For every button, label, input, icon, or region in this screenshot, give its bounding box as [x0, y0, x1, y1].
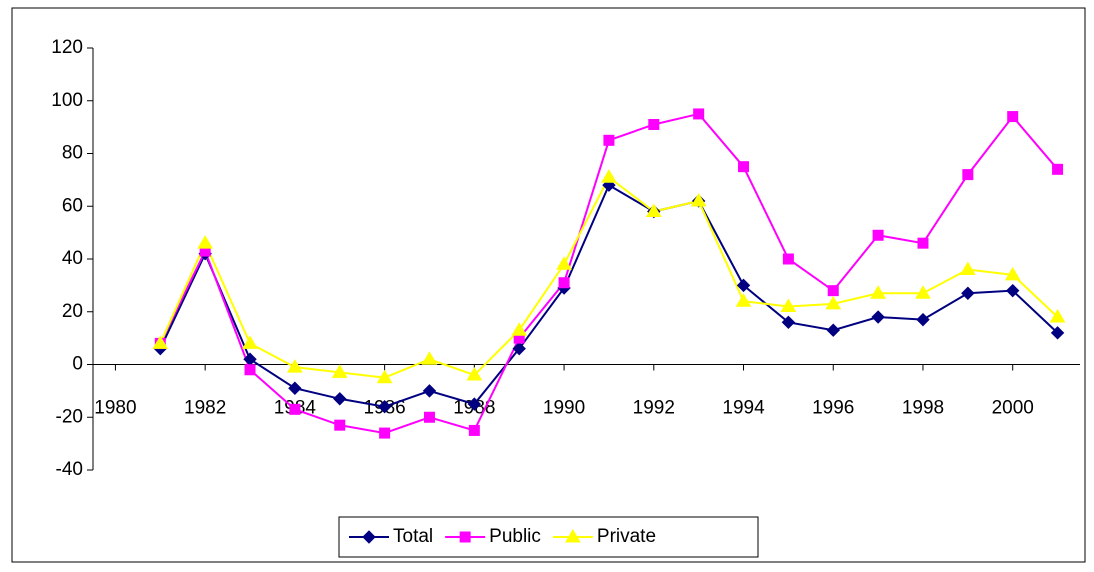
marker [827, 285, 839, 297]
marker [1052, 163, 1064, 175]
marker [961, 286, 975, 300]
marker [421, 351, 438, 365]
marker [334, 419, 346, 431]
marker [645, 203, 662, 218]
marker [916, 312, 930, 327]
y-tick-label: 20 [62, 301, 83, 322]
marker [1005, 283, 1020, 298]
marker [423, 411, 435, 423]
marker [288, 381, 302, 395]
marker [1004, 266, 1021, 281]
marker [289, 403, 301, 415]
marker [466, 367, 483, 381]
marker [152, 335, 169, 349]
marker [467, 397, 482, 411]
marker [1049, 309, 1066, 323]
marker [735, 293, 752, 307]
legend-marker [362, 530, 376, 544]
x-tick-label: 1998 [902, 398, 944, 419]
chart-frame [11, 7, 1086, 563]
marker [871, 310, 885, 324]
marker [287, 359, 303, 373]
legend-marker [459, 531, 471, 543]
legend-label: Private [597, 526, 656, 547]
legend-label: Public [489, 526, 541, 547]
marker [601, 169, 617, 183]
marker [512, 341, 526, 356]
legend-label: Total [393, 526, 433, 547]
marker [468, 424, 480, 436]
marker [556, 256, 572, 270]
x-tick-label: 1980 [94, 398, 136, 419]
y-tick-label: 40 [62, 248, 83, 269]
y-tick-label: 120 [51, 37, 83, 58]
marker [870, 285, 886, 299]
marker [915, 285, 931, 299]
y-tick-label: 60 [62, 195, 83, 216]
marker [603, 134, 615, 146]
marker [1007, 111, 1019, 123]
x-tick-label: 1990 [543, 398, 585, 419]
y-tick-label: -20 [56, 406, 83, 427]
marker [377, 399, 392, 414]
marker [959, 261, 976, 276]
marker [379, 427, 391, 439]
marker [917, 237, 929, 249]
marker [826, 323, 840, 337]
legend-box [338, 516, 759, 558]
y-tick-label: 80 [62, 143, 83, 164]
marker [242, 335, 258, 349]
marker [376, 369, 393, 384]
marker [244, 364, 256, 376]
x-tick-label: 1992 [633, 398, 675, 419]
x-tick-label: 1982 [184, 398, 226, 419]
marker [782, 253, 794, 265]
marker [197, 235, 214, 249]
marker [558, 277, 570, 289]
marker [690, 192, 707, 207]
marker [781, 315, 796, 330]
marker [422, 384, 437, 398]
marker [825, 295, 842, 310]
marker [331, 364, 348, 378]
marker [962, 169, 974, 181]
marker [736, 278, 751, 293]
legend-marker [565, 529, 581, 543]
marker [872, 229, 884, 241]
y-tick-label: 100 [51, 90, 83, 111]
x-tick-label: 1994 [722, 398, 765, 419]
x-tick-label: 2000 [992, 398, 1034, 419]
x-tick-label: 1996 [812, 398, 854, 419]
legend: Total Public Private [338, 516, 759, 558]
marker [738, 161, 750, 173]
marker [511, 322, 528, 336]
y-tick-label: -40 [56, 459, 83, 480]
marker [1050, 326, 1065, 340]
marker [780, 298, 797, 312]
marker [333, 392, 347, 406]
marker [648, 118, 660, 130]
marker [693, 108, 705, 120]
y-tick-label: 0 [72, 354, 83, 375]
